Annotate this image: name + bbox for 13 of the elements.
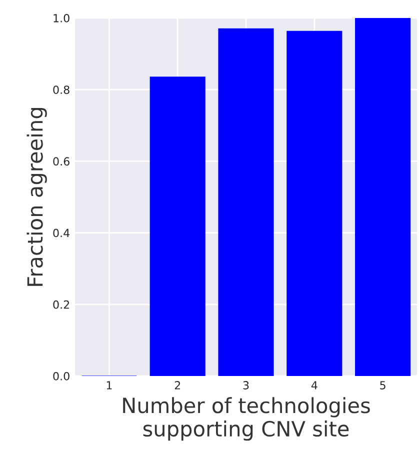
y-tick-label: 0.6 <box>53 157 70 166</box>
x-tick-label: 2 <box>174 381 180 390</box>
y-tick-label: 0.0 <box>53 372 70 380</box>
y-tick-label: 0.4 <box>53 228 70 238</box>
x-tick-label: 3 <box>243 381 249 390</box>
y-tick-label: 0.8 <box>53 86 70 94</box>
x-tick-label: 5 <box>380 381 386 390</box>
y-axis-title: Fraction agreeing <box>26 108 47 286</box>
y-tick-label: 0.2 <box>53 300 70 309</box>
x-tick-label: 1 <box>106 381 112 390</box>
x-tick-label: 4 <box>311 381 318 390</box>
y-tick-label: 1.0 <box>54 14 70 22</box>
x-axis-title: Number of technologies supporting CNV site <box>123 397 370 441</box>
